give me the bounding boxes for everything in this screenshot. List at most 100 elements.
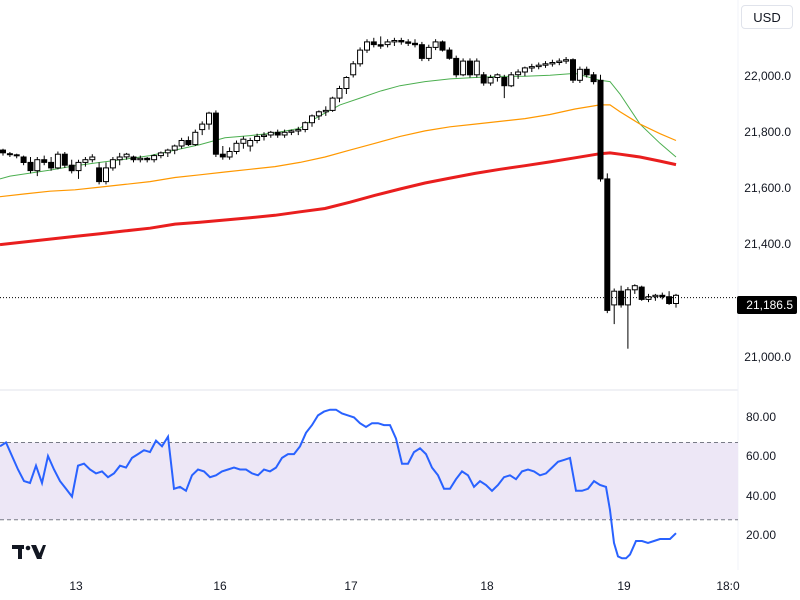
candle-body bbox=[309, 115, 315, 124]
candle bbox=[281, 129, 288, 138]
candle-body bbox=[412, 42, 418, 46]
candle bbox=[370, 37, 377, 48]
candles bbox=[0, 36, 738, 349]
candle bbox=[583, 66, 590, 78]
candle-body bbox=[446, 49, 453, 59]
candle bbox=[96, 162, 103, 185]
candle bbox=[48, 157, 55, 171]
candle-body bbox=[501, 77, 508, 87]
candle bbox=[192, 129, 199, 146]
rsi-axis: 80.00 60.00 40.00 20.00 bbox=[746, 410, 776, 542]
candle-body bbox=[384, 41, 391, 46]
candle bbox=[6, 152, 13, 157]
candle bbox=[364, 39, 370, 53]
candle-body bbox=[467, 60, 473, 76]
candle-body bbox=[254, 135, 261, 141]
candle-body bbox=[604, 178, 611, 311]
candle-body bbox=[350, 63, 357, 76]
time-tick-label: 17 bbox=[344, 579, 358, 593]
ma-mid-line bbox=[0, 104, 677, 198]
last-price-label: 21,186.5 bbox=[746, 298, 793, 312]
candle-body bbox=[487, 77, 494, 84]
candle-body bbox=[41, 159, 48, 163]
candle-body bbox=[329, 97, 336, 111]
candle-body bbox=[343, 77, 350, 89]
rsi-line bbox=[0, 408, 677, 560]
candle-body bbox=[185, 140, 192, 146]
candle-body bbox=[398, 40, 405, 43]
candle-body bbox=[336, 88, 343, 99]
candle bbox=[384, 39, 391, 48]
candle bbox=[302, 121, 309, 133]
candle-body bbox=[611, 290, 618, 306]
candle bbox=[41, 155, 48, 166]
time-tick-label: 18 bbox=[480, 579, 494, 593]
candle-body bbox=[418, 44, 425, 59]
candle-body bbox=[521, 67, 528, 73]
candle-body bbox=[89, 156, 96, 161]
candle bbox=[116, 152, 123, 166]
candle-body bbox=[274, 131, 281, 136]
candle bbox=[624, 287, 631, 349]
ma-slow-line bbox=[0, 151, 677, 247]
candle bbox=[123, 152, 130, 160]
candle bbox=[315, 110, 322, 120]
candle bbox=[343, 76, 350, 94]
candle bbox=[0, 148, 6, 156]
candle bbox=[611, 288, 618, 325]
candle-body bbox=[75, 161, 82, 172]
currency-selector[interactable]: USD bbox=[741, 5, 793, 29]
candle bbox=[501, 74, 508, 99]
candle bbox=[288, 129, 295, 136]
candle bbox=[206, 111, 212, 130]
candle bbox=[576, 66, 583, 83]
time-tick-label: 13 bbox=[69, 579, 83, 593]
candle-body bbox=[652, 294, 659, 298]
candle bbox=[20, 155, 27, 166]
candle bbox=[130, 155, 137, 163]
candle bbox=[157, 151, 164, 159]
time-tick-label: 19 bbox=[617, 579, 631, 593]
candle bbox=[412, 39, 418, 48]
candle bbox=[329, 96, 336, 112]
candle bbox=[556, 58, 563, 66]
candle-body bbox=[281, 131, 288, 136]
candle-body bbox=[34, 159, 41, 172]
candle-body bbox=[322, 109, 329, 113]
candle-body bbox=[542, 63, 549, 66]
candle bbox=[212, 110, 219, 157]
candle-body bbox=[0, 149, 6, 154]
candle bbox=[219, 146, 226, 160]
candle bbox=[13, 153, 20, 159]
candle bbox=[254, 133, 261, 144]
candle-body bbox=[130, 156, 137, 161]
candle-body bbox=[480, 74, 487, 84]
candle bbox=[322, 106, 329, 116]
candle bbox=[103, 162, 109, 185]
candle-body bbox=[576, 68, 583, 81]
candle bbox=[109, 157, 116, 171]
candle bbox=[233, 140, 240, 155]
candle bbox=[418, 41, 425, 62]
candle-body bbox=[171, 145, 178, 151]
candle bbox=[199, 121, 206, 136]
candle-body bbox=[96, 167, 103, 183]
candle bbox=[336, 85, 343, 103]
candle-body bbox=[151, 155, 158, 161]
candle bbox=[535, 62, 542, 70]
candle-body bbox=[54, 153, 61, 169]
candle bbox=[480, 72, 487, 86]
candle bbox=[453, 55, 460, 78]
candle bbox=[171, 144, 178, 155]
candle bbox=[75, 159, 82, 179]
candle bbox=[350, 61, 357, 78]
candle-body bbox=[6, 153, 13, 156]
candle-body bbox=[570, 59, 576, 81]
candle bbox=[144, 157, 151, 163]
candle bbox=[631, 284, 638, 294]
candle bbox=[137, 155, 144, 163]
candle bbox=[61, 152, 68, 168]
candle-body bbox=[164, 149, 171, 154]
price-tick-label: 22,000.0 bbox=[744, 69, 791, 83]
